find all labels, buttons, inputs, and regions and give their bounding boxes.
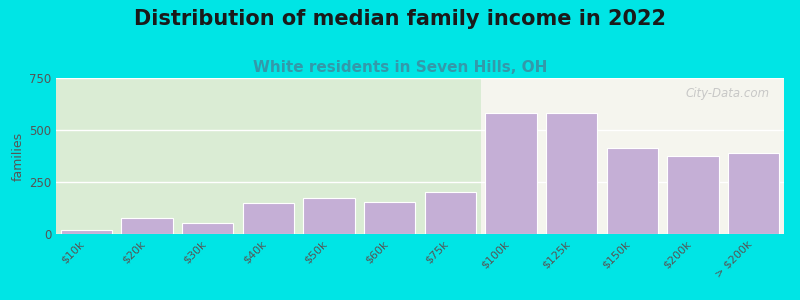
- Bar: [56, 78, 481, 234]
- Bar: [303, 198, 354, 234]
- Bar: [242, 203, 294, 234]
- Bar: [182, 223, 234, 234]
- Bar: [364, 202, 415, 234]
- Y-axis label: families: families: [12, 131, 25, 181]
- Text: Distribution of median family income in 2022: Distribution of median family income in …: [134, 9, 666, 29]
- Bar: [546, 113, 598, 234]
- Text: City-Data.com: City-Data.com: [686, 87, 770, 101]
- Bar: [667, 156, 718, 234]
- Bar: [425, 192, 476, 234]
- Bar: [486, 113, 537, 234]
- Bar: [728, 153, 779, 234]
- Text: White residents in Seven Hills, OH: White residents in Seven Hills, OH: [253, 60, 547, 75]
- Bar: [61, 230, 112, 234]
- Bar: [606, 148, 658, 234]
- Bar: [122, 218, 173, 234]
